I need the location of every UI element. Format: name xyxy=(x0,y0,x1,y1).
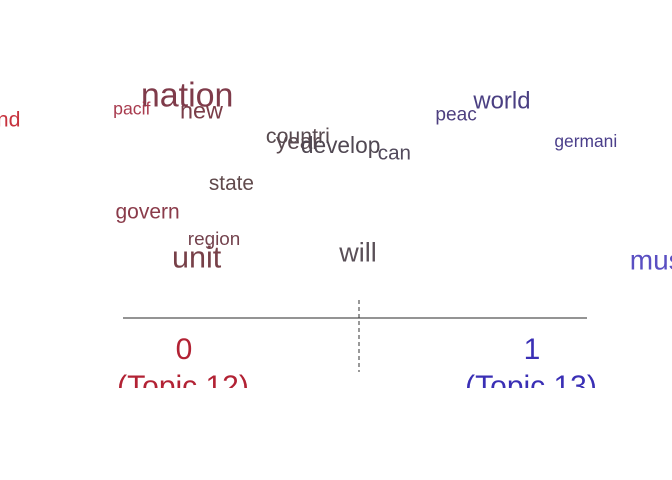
word-label: germani xyxy=(554,131,617,151)
word-label: new xyxy=(180,98,223,124)
word-label: unit xyxy=(172,240,222,274)
word-label: govern xyxy=(116,200,180,223)
word-label: pacif xyxy=(113,98,150,118)
word-label: develop xyxy=(301,132,380,158)
word-label: must xyxy=(630,244,672,275)
word-label: world xyxy=(472,87,530,114)
word-label: can xyxy=(378,141,411,164)
word-label: will xyxy=(338,237,377,267)
word-label: year xyxy=(276,129,320,154)
word-label: peac xyxy=(435,105,477,126)
axis-end-value: 0 xyxy=(176,333,193,366)
word-label: nation xyxy=(141,76,234,114)
axis-end-caption: (Topic 12) xyxy=(117,370,249,388)
word-label: countri xyxy=(266,124,330,148)
word-label: state xyxy=(209,172,254,195)
axis-end-value: 1 xyxy=(524,333,541,366)
axis-end-caption: (Topic 13) xyxy=(465,370,597,388)
word-label: region xyxy=(188,229,241,250)
word-label: island xyxy=(0,108,20,132)
